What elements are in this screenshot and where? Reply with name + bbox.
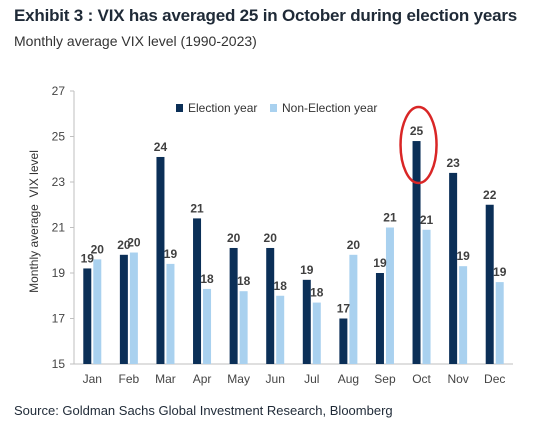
data-label: 20 xyxy=(227,231,241,245)
bar-non-election-year xyxy=(459,266,468,364)
x-tick-label: Feb xyxy=(119,372,140,386)
data-label: 18 xyxy=(310,286,324,300)
legend-entry: Election year xyxy=(188,101,257,115)
bar-non-election-year xyxy=(203,288,212,364)
data-label: 19 xyxy=(81,251,95,265)
bar-non-election-year xyxy=(312,302,321,364)
y-tick-label: 27 xyxy=(52,84,66,98)
bar-non-election-year xyxy=(166,263,175,364)
data-label: 24 xyxy=(154,140,168,154)
x-tick-label: Dec xyxy=(484,372,505,386)
data-label: 19 xyxy=(373,256,387,270)
bar-non-election-year xyxy=(422,229,431,364)
data-label: 23 xyxy=(446,156,460,170)
data-label: 20 xyxy=(117,238,131,252)
y-tick-label: 19 xyxy=(52,266,66,280)
x-tick-label: Oct xyxy=(412,372,431,386)
highlight-circle xyxy=(399,105,438,185)
axes: 15 17 19 21 23 25 27 Jan Feb Mar Apr May Jun Jul Aug Se… xyxy=(52,84,513,386)
data-label: 18 xyxy=(274,279,288,293)
bar-non-election-year xyxy=(129,252,138,364)
data-label: 19 xyxy=(456,249,470,263)
data-label: 18 xyxy=(237,274,251,288)
data-label: 19 xyxy=(300,263,314,277)
x-tick-label: Jan xyxy=(83,372,102,386)
bar-election-year xyxy=(83,268,92,364)
legend-swatch xyxy=(270,104,277,112)
x-tick-label: Aug xyxy=(338,372,359,386)
y-axis-label: Monthly average VIX level xyxy=(27,150,41,293)
data-label: 18 xyxy=(200,272,214,286)
data-label: 19 xyxy=(164,247,178,261)
legend-entry: Non-Election year xyxy=(282,101,377,115)
data-label: 22 xyxy=(483,188,497,202)
bar-non-election-year xyxy=(239,291,248,364)
bar-election-year xyxy=(302,279,311,364)
data-label: 21 xyxy=(420,213,434,227)
bar-non-election-year xyxy=(385,227,394,364)
x-tick-label: Nov xyxy=(447,372,468,386)
y-tick-label: 15 xyxy=(52,357,66,371)
y-tick-label: 25 xyxy=(52,130,66,144)
x-tick-label: Sep xyxy=(374,372,396,386)
bar-election-year xyxy=(375,273,384,364)
data-label: 21 xyxy=(190,201,204,215)
bar-election-year xyxy=(156,156,165,364)
x-tick-label: Jul xyxy=(304,372,319,386)
data-label: 20 xyxy=(347,238,361,252)
data-label: 20 xyxy=(127,236,141,250)
bar-election-year xyxy=(193,218,202,364)
y-tick-label: 21 xyxy=(52,221,66,235)
bar-election-year xyxy=(412,141,421,364)
data-label: 21 xyxy=(383,211,397,225)
bar-election-year xyxy=(449,172,458,364)
x-tick-label: Apr xyxy=(193,372,212,386)
data-label: 20 xyxy=(91,242,105,256)
x-tick-label: May xyxy=(227,372,250,386)
bar-election-year xyxy=(119,254,128,364)
bar-election-year xyxy=(266,247,275,364)
data-label: 17 xyxy=(337,302,351,316)
bar-non-election-year xyxy=(349,254,358,364)
chart-subtitle: Monthly average VIX level (1990-2023) xyxy=(14,33,257,49)
legend-swatch xyxy=(176,104,183,112)
y-tick-label: 17 xyxy=(52,312,66,326)
x-tick-label: Mar xyxy=(155,372,176,386)
bars xyxy=(83,141,504,364)
bar-non-election-year xyxy=(276,295,285,364)
chart-title: Exhibit 3 : VIX has averaged 25 in Octob… xyxy=(14,6,518,25)
legend: Election year Non-Election year xyxy=(176,101,377,115)
data-label: 25 xyxy=(410,124,424,138)
source-note: Source: Goldman Sachs Global Investment … xyxy=(14,403,393,418)
highlight xyxy=(399,105,438,185)
bar-election-year xyxy=(229,247,238,364)
y-tick-label: 23 xyxy=(52,175,66,189)
bar-non-election-year xyxy=(93,259,102,364)
data-label: 20 xyxy=(264,231,278,245)
x-tick-label: Jun xyxy=(266,372,285,386)
data-label: 19 xyxy=(493,265,507,279)
bar-non-election-year xyxy=(495,282,504,364)
bar-election-year xyxy=(339,318,348,364)
bar-election-year xyxy=(485,204,494,364)
